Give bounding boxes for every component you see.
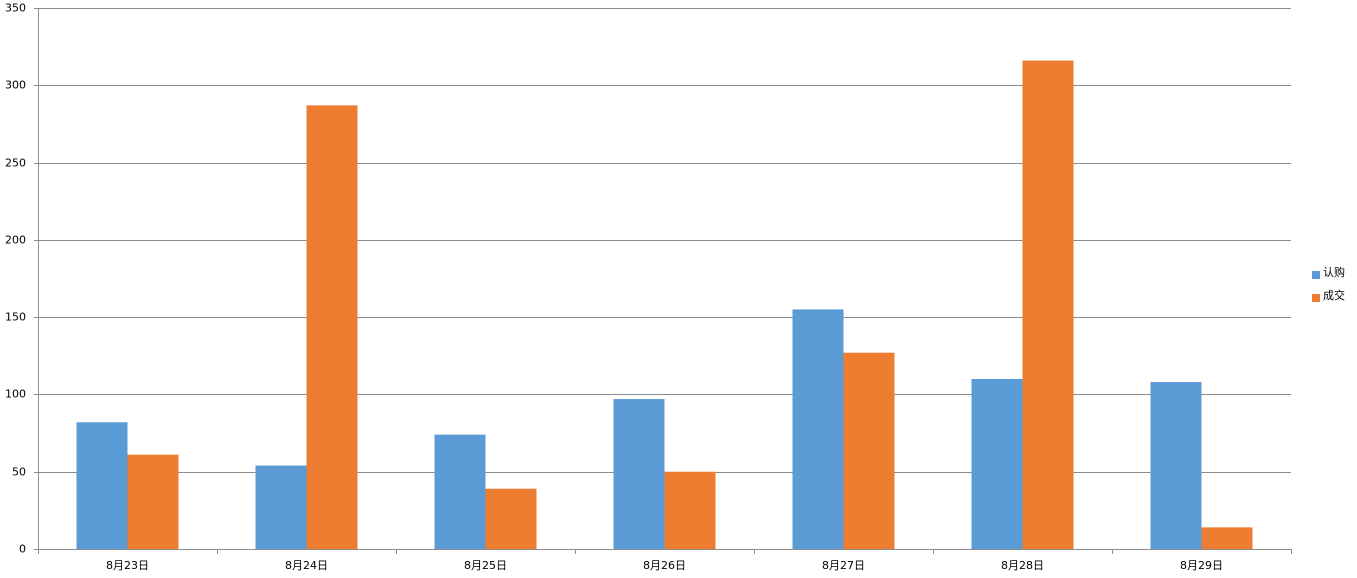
bar (255, 465, 307, 549)
bar (127, 454, 179, 549)
y-tick-label: 250 (5, 157, 26, 170)
x-tick-label: 8月23日 (106, 559, 149, 572)
legend-swatch (1312, 294, 1320, 302)
bar (1022, 60, 1074, 549)
legend-swatch (1312, 271, 1320, 279)
y-tick-label: 0 (19, 543, 26, 556)
y-tick-label: 350 (5, 2, 26, 15)
legend-label: 认购 (1323, 265, 1345, 279)
y-tick-label: 150 (5, 311, 26, 324)
bar (434, 434, 486, 549)
x-tick-label: 8月28日 (1001, 559, 1044, 572)
x-tick-label: 8月26日 (643, 559, 686, 572)
bar (306, 105, 358, 549)
bar (664, 471, 716, 549)
y-tick-label: 100 (5, 388, 26, 401)
bar (1150, 382, 1202, 549)
x-tick-label: 8月24日 (285, 559, 328, 572)
y-tick-label: 50 (12, 466, 26, 479)
x-tick-label: 8月25日 (464, 559, 507, 572)
bar (613, 399, 665, 549)
bar (792, 309, 844, 549)
x-tick-label: 8月29日 (1180, 559, 1223, 572)
bar (971, 378, 1023, 549)
bar (76, 422, 128, 549)
bar (843, 352, 895, 549)
legend-label: 成交 (1323, 288, 1345, 302)
bar (485, 488, 537, 549)
bar (1201, 527, 1253, 549)
y-tick-label: 300 (5, 79, 26, 92)
x-tick-label: 8月27日 (822, 559, 865, 572)
y-tick-label: 200 (5, 234, 26, 247)
